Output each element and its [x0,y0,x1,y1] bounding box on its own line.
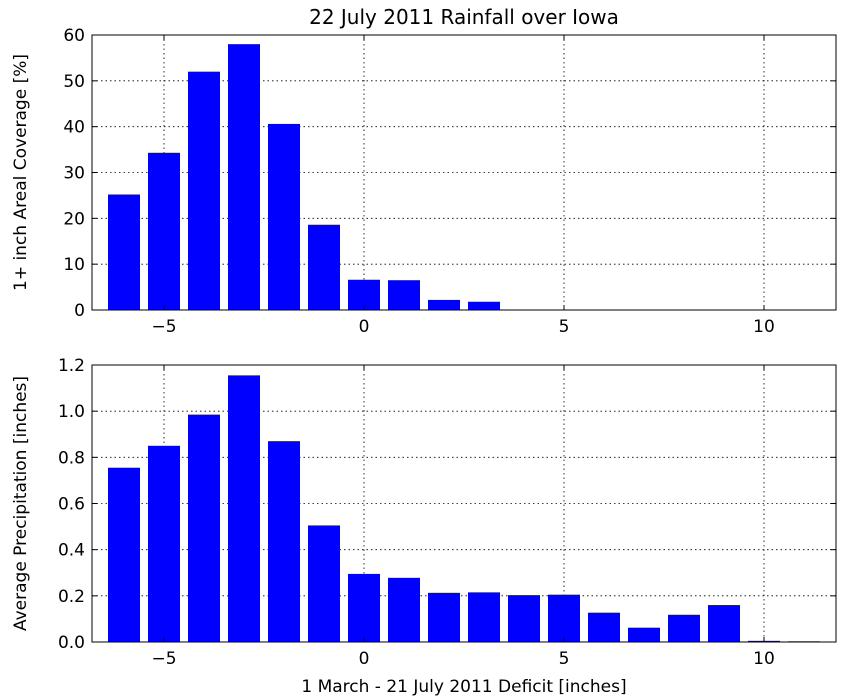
x-axis-label: 1 March - 21 July 2011 Deficit [inches] [301,677,626,697]
bar [308,525,340,642]
bar [108,194,140,310]
y-tick-label: 0.6 [58,495,85,515]
bar [548,594,580,642]
bar [348,573,380,642]
bar [348,279,380,310]
precipitation-panel: −5 0 5 10 0.0 0.2 0.4 0.6 0.8 1.0 1.2 Average Preci… [11,356,837,669]
y-tick-label: 0.8 [58,448,85,468]
coverage-panel: −5 0 5 10 0 10 20 30 40 50 60 1+ inch Areal Coverag… [11,26,837,337]
x-tick-label: 5 [559,317,570,337]
bar [668,614,700,642]
x-tick-label: −5 [151,649,176,669]
bar [308,224,340,310]
bar [148,152,180,310]
bar [228,375,260,642]
bar [708,605,740,642]
x-tick-label: 10 [753,649,775,669]
bar [428,592,460,642]
y-tick-label: 0 [74,301,85,321]
y-tick-label: 0.4 [58,541,85,561]
x-tick-label: 0 [359,317,370,337]
bar [468,592,500,642]
y-tick-label: 40 [63,118,85,138]
y-tick-label: 0.0 [58,633,85,653]
y-tick-label: 50 [63,72,85,92]
x-tick-label: 5 [559,649,570,669]
bar [468,301,500,310]
x-tick-label: −5 [151,317,176,337]
chart-title: 22 July 2011 Rainfall over Iowa [309,5,619,29]
bar [188,71,220,311]
y-tick-label: 1.0 [58,402,85,422]
y-tick-label: 1.2 [58,356,85,376]
y-tick-label: 0.2 [58,587,85,607]
y-tick-label: 10 [63,255,85,275]
bar [428,299,460,310]
bar [108,467,140,642]
x-tick-label: 0 [359,649,370,669]
bar [508,595,540,642]
y-tick-label: 30 [63,164,85,184]
bar [388,577,420,642]
bar [228,44,260,311]
y-tick-label: 60 [63,26,85,46]
y-axis-label: 1+ inch Areal Coverage [%] [11,54,31,291]
bar [148,445,180,642]
y-axis-label: Average Precipitation [inches] [11,376,31,631]
bar [268,123,300,311]
y-tick-label: 20 [63,209,85,229]
bar [188,414,220,642]
bar [388,280,420,310]
x-tick-label: 10 [753,317,775,337]
bar [588,612,620,642]
bar [628,627,660,642]
bar [268,441,300,642]
